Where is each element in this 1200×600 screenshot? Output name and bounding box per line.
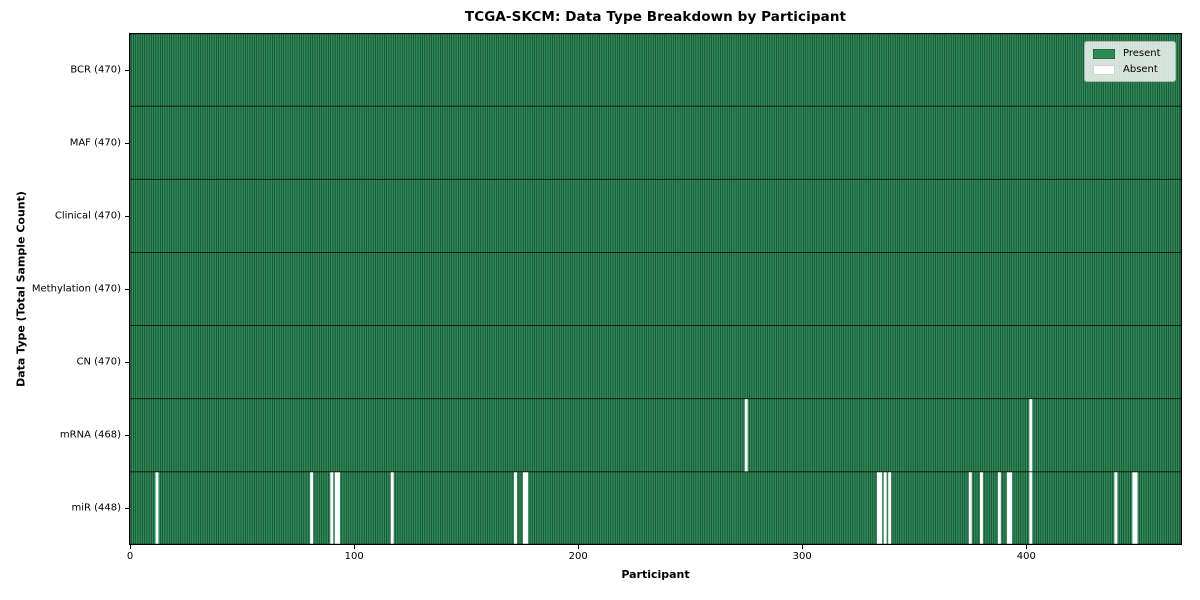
absent-cell: [1114, 471, 1118, 545]
absent-cell: [1132, 471, 1136, 545]
absent-cell: [514, 471, 517, 545]
absent-cell: [879, 471, 883, 545]
chart-title: TCGA-SKCM: Data Type Breakdown by Partic…: [464, 9, 847, 25]
x-tick-mark: [1026, 545, 1028, 549]
absent-cell: [337, 471, 340, 545]
x-tick-mark: [802, 545, 804, 549]
x-tick-label: 300: [792, 551, 812, 562]
plot-area: [129, 33, 1182, 545]
present-swatch-icon: [1093, 48, 1115, 59]
legend: Present Absent: [1084, 41, 1176, 82]
absent-cell: [155, 471, 159, 545]
y-tick-label: Methylation (470): [31, 283, 121, 295]
heatmap-svg: [129, 33, 1182, 545]
y-tick-mark: [125, 142, 129, 144]
legend-item-present: Present: [1093, 48, 1167, 59]
y-tick-label: mRNA (468): [59, 429, 121, 441]
x-tick-label: 0: [126, 551, 134, 562]
absent-cell: [1134, 471, 1138, 545]
absent-cell: [310, 471, 314, 545]
absent-cell: [334, 471, 338, 545]
absent-cell: [888, 471, 892, 545]
absent-cell: [1029, 398, 1033, 472]
x-tick-mark: [354, 545, 356, 549]
absent-cell: [390, 471, 394, 545]
bar-edges: [129, 33, 1182, 545]
y-tick-label: MAF (470): [69, 137, 121, 149]
absent-cell: [1009, 471, 1013, 545]
x-axis-label: Participant: [621, 568, 690, 581]
y-tick-label: CN (470): [76, 356, 121, 368]
absent-cell: [525, 471, 529, 545]
absent-cell: [1006, 471, 1010, 545]
x-tick-label: 400: [1016, 551, 1036, 562]
legend-present-label: Present: [1123, 48, 1161, 59]
y-tick-label: BCR (470): [70, 64, 121, 76]
absent-cell: [876, 471, 880, 545]
absent-swatch-icon: [1093, 64, 1115, 75]
absent-cell: [1029, 471, 1033, 545]
y-tick-mark: [125, 435, 129, 437]
absent-cell: [883, 471, 887, 545]
plot-border: [129, 33, 1182, 545]
y-tick-label: miR (448): [71, 502, 121, 514]
absent-cell: [968, 471, 972, 545]
y-tick-mark: [125, 69, 129, 71]
y-tick-mark: [125, 289, 129, 290]
absent-cell: [744, 398, 748, 472]
absent-cell: [980, 471, 983, 545]
y-tick-mark: [125, 508, 129, 510]
x-tick-mark: [130, 545, 132, 549]
x-tick-label: 200: [568, 551, 588, 562]
absent-cell: [522, 471, 526, 545]
x-tick-label: 100: [344, 551, 364, 562]
absent-cell: [997, 471, 1001, 545]
y-tick-mark: [125, 362, 129, 364]
legend-item-absent: Absent: [1093, 64, 1167, 75]
x-tick-mark: [578, 545, 580, 549]
legend-absent-label: Absent: [1123, 64, 1158, 75]
y-tick-label: Clinical (470): [54, 210, 121, 222]
y-tick-mark: [125, 215, 129, 217]
absent-cell: [330, 471, 334, 545]
